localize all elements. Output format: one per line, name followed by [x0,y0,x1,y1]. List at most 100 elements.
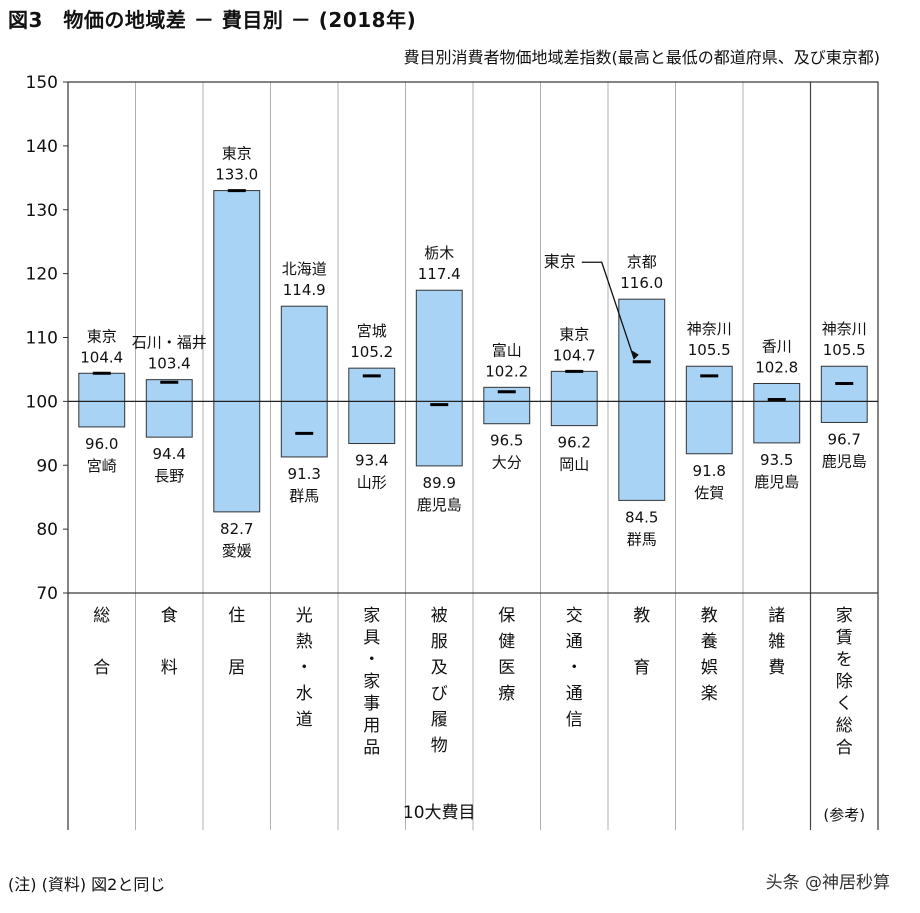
category-label-char: ・ [566,658,583,678]
min-value-label: 96.2 [558,434,591,452]
category-label-char: 住 [228,606,245,626]
min-prefecture-label: 群馬 [289,487,319,505]
category-label-char: 水 [296,684,313,704]
category-label-char: 品 [363,738,380,758]
category-label-char: 除 [836,672,853,692]
max-prefecture-label: 神奈川 [687,320,732,338]
tokyo-callout-label: 東京 [544,252,576,271]
category-label-char: 保 [498,606,515,626]
category-label-char: 家 [836,606,853,626]
category-label-char: 合 [93,658,110,678]
max-prefecture-label: 香川 [762,337,792,355]
category-label-char: 服 [431,632,448,652]
max-prefecture-label: 栃木 [424,244,454,262]
min-value-label: 93.5 [760,451,793,469]
min-value-label: 91.3 [288,465,321,483]
range-bar [550,370,598,427]
category-label-char: 育 [633,658,650,678]
category-label-char: 熱 [296,632,313,652]
max-value-label: 104.7 [553,346,596,364]
range-bar [348,367,396,445]
category-label-char: 総 [93,606,110,626]
category-label-char: 療 [498,684,515,704]
min-value-label: 82.7 [220,520,253,538]
max-value-label: 105.2 [350,343,393,361]
max-value-label: 117.4 [418,265,461,283]
category-label-char: く [836,694,853,714]
min-prefecture-label: 宮崎 [87,457,117,475]
category-label-char: 雑 [768,632,785,652]
min-prefecture-label: 山形 [357,474,387,492]
max-prefecture-label: 京都 [627,253,657,271]
source-note: (注) (資料) 図2と同じ [8,875,166,894]
category-label-char: 諸 [768,606,785,626]
tokyo-callout-leader [581,261,635,358]
max-value-label: 114.9 [283,281,326,299]
min-value-label: 94.4 [153,445,186,463]
min-prefecture-label: 大分 [492,454,522,472]
min-prefecture-label: 長野 [154,467,184,485]
min-prefecture-label: 岡山 [559,456,589,474]
category-label-char: 家 [363,606,380,626]
y-tick-label: 80 [36,520,58,540]
category-label-char: 料 [161,658,178,678]
y-tick-label: 90 [36,456,58,476]
range-bar [820,365,868,423]
max-prefecture-label: 東京 [87,327,117,345]
category-label-char: 総 [836,716,853,736]
category-label-char: 医 [498,658,515,678]
category-label-char: 賃 [836,628,853,648]
category-label-char: 健 [498,632,515,652]
category-label-char: 用 [363,716,380,736]
chart-subtitle: 費目別消費者物価地域差指数(最高と最低の都道府県、及び東京都) [403,48,881,67]
category-label-char: 娯 [701,658,718,678]
range-bar [618,298,666,501]
max-value-label: 105.5 [823,341,866,359]
category-label-char: 道 [296,710,313,730]
max-value-label: 104.4 [80,348,123,366]
max-prefecture-label: 東京 [559,325,589,343]
y-tick-label: 120 [26,265,58,285]
max-value-label: 133.0 [215,166,258,184]
max-prefecture-label: 神奈川 [822,320,867,338]
category-label-char: 教 [633,606,650,626]
category-label-char: 楽 [701,684,718,704]
category-sublabel: (参考) [823,806,865,824]
category-label-char: び [431,684,448,704]
y-tick-label: 100 [26,392,58,412]
category-label-char: 被 [431,606,448,626]
max-prefecture-label: 富山 [492,341,522,359]
min-prefecture-label: 愛媛 [222,542,252,560]
category-label-char: 家 [363,672,380,692]
max-prefecture-label: 東京 [222,145,252,163]
category-label-char: 合 [836,738,853,758]
max-value-label: 102.2 [485,362,528,380]
range-bar [145,379,193,438]
category-label-char: 具 [363,628,380,648]
y-tick-label: 130 [26,201,58,221]
max-prefecture-label: 宮城 [357,322,387,340]
y-tick-label: 110 [26,329,58,349]
range-bar [415,289,463,467]
min-value-label: 96.0 [85,435,118,453]
group-label: 10大費目 [403,803,476,823]
max-value-label: 102.8 [755,358,798,376]
category-label-char: 教 [701,606,718,626]
category-label-char: 居 [228,658,245,678]
range-bar [753,382,801,444]
min-value-label: 93.4 [355,452,388,470]
category-label-char: 通 [566,632,583,652]
min-prefecture-label: 鹿児島 [754,473,799,491]
category-label-char: 交 [566,606,583,626]
category-label-char: ・ [363,650,380,670]
max-value-label: 105.5 [688,341,731,359]
min-prefecture-label: 鹿児島 [417,496,462,514]
y-tick-label: 140 [26,137,58,157]
min-value-label: 89.9 [423,474,456,492]
min-prefecture-label: 佐賀 [694,484,724,502]
category-label-char: 信 [566,710,583,730]
y-tick-label: 70 [36,584,58,604]
tokyo-callout-arrowhead [630,349,639,360]
max-value-label: 103.4 [148,355,191,373]
category-label-char: 及 [431,658,448,678]
